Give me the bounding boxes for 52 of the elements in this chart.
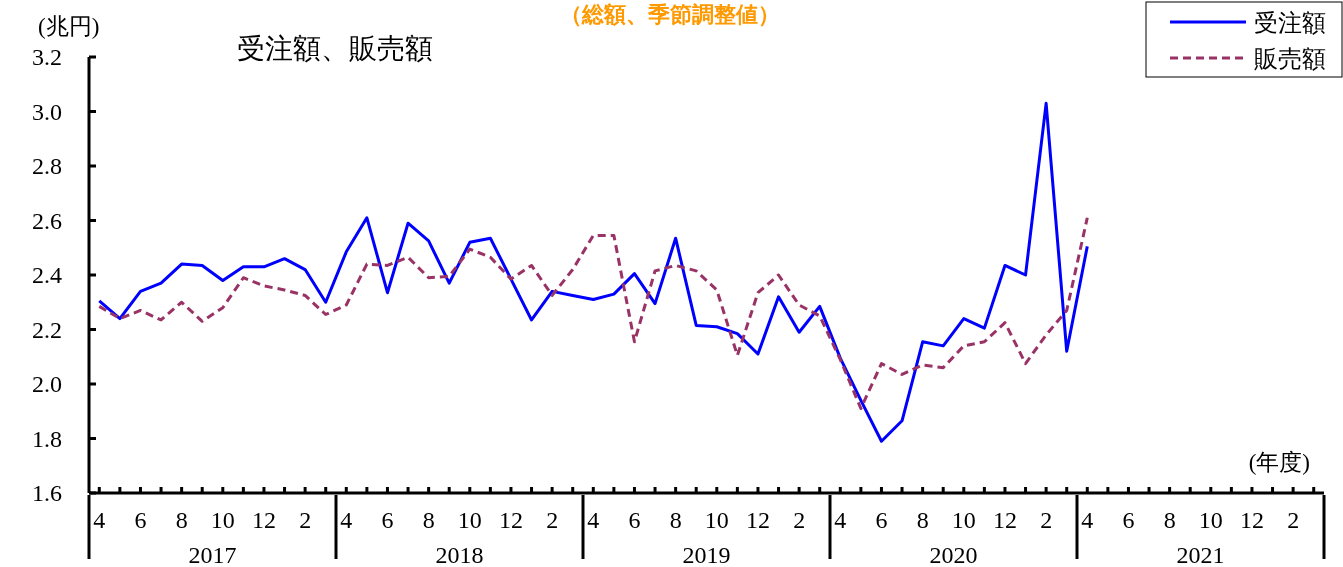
x-tick-label: 8 — [1163, 507, 1176, 533]
x-tick-label: 10 — [704, 507, 729, 533]
x-tick-label: 2 — [1287, 507, 1300, 533]
x-tick-label: 12 — [1239, 507, 1264, 533]
x-tick-label: 2 — [299, 507, 312, 533]
x-tick-label: 10 — [1198, 507, 1223, 533]
y-axis-title: (兆円) — [38, 14, 100, 39]
y-tick-label: 1.6 — [32, 480, 62, 506]
x-axis-title: (年度) — [1248, 450, 1310, 475]
x-tick-label: 4 — [587, 507, 600, 533]
y-tick-label: 2.2 — [32, 316, 62, 343]
x-tick-label: 8 — [422, 507, 435, 533]
x-tick-label: 6 — [381, 507, 394, 533]
y-tick-label: 2.8 — [32, 153, 62, 179]
x-tick-label: 4 — [1081, 507, 1094, 533]
x-tick-label: 2 — [1040, 507, 1053, 533]
x-tick-label: 6 — [1122, 507, 1135, 533]
chart-subtitle: （総額、季節調整値） — [560, 2, 780, 27]
x-tick-label: 10 — [210, 507, 235, 533]
x-tick-label: 6 — [628, 507, 641, 533]
x-tick-label: 12 — [992, 507, 1017, 533]
text: 2021 — [1176, 542, 1225, 567]
x-tick-label: 12 — [498, 507, 523, 533]
text: 2017 — [188, 542, 237, 567]
legend-label: 販売額 — [1254, 46, 1326, 72]
line-series — [97, 216, 1089, 411]
x-tick-label: 12 — [251, 507, 276, 533]
line-series — [97, 101, 1089, 443]
x-tick-label: 10 — [457, 507, 482, 533]
x-tick-label: 6 — [875, 507, 888, 533]
x-tick-label: 12 — [745, 507, 770, 533]
y-tick-label: 3.0 — [32, 98, 62, 125]
x-tick-label: 2 — [793, 507, 806, 533]
y-tick-label: 1.8 — [32, 425, 62, 452]
x-tick-label: 8 — [175, 507, 188, 533]
text: 2020 — [929, 542, 978, 567]
legend-label: 受注額 — [1254, 10, 1326, 36]
text: 2018 — [435, 542, 484, 567]
x-tick-label: 4 — [93, 507, 106, 533]
x-tick-label: 2 — [546, 507, 559, 533]
y-tick-label: 2.4 — [32, 262, 62, 288]
y-tick-label: 3.2 — [32, 44, 62, 70]
x-tick-label: 4 — [834, 507, 847, 533]
y-tick-label: 2.0 — [32, 371, 62, 397]
x-tick-label: 8 — [916, 507, 929, 533]
x-tick-label: 8 — [669, 507, 682, 533]
chart-title: 受注額、販売額 — [237, 33, 433, 64]
x-tick-label: 10 — [951, 507, 976, 533]
x-tick-label: 6 — [134, 507, 147, 533]
text: 2019 — [682, 542, 731, 567]
x-tick-label: 4 — [340, 507, 353, 533]
y-tick-label: 2.6 — [32, 207, 62, 234]
